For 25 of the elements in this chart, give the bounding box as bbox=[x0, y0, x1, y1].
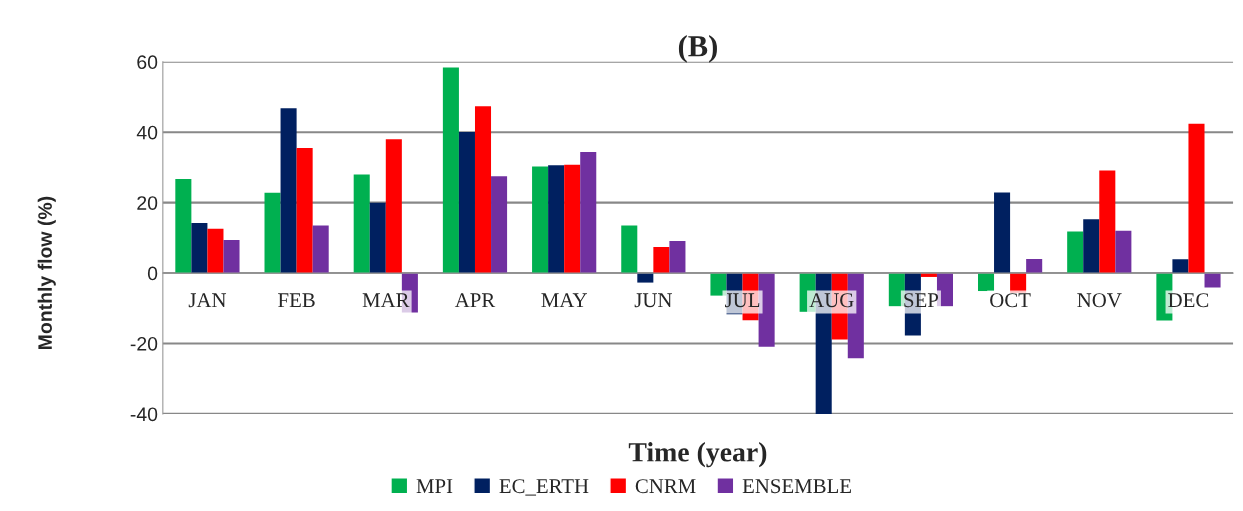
legend-label: ENSEMBLE bbox=[742, 479, 851, 494]
legend-label: MPI bbox=[416, 479, 453, 493]
y-tick-label: 0 bbox=[147, 266, 158, 281]
x-tick-label: DEC bbox=[1168, 293, 1209, 308]
y-tick-label: -40 bbox=[130, 407, 158, 422]
x-tick-label: MAY bbox=[541, 293, 587, 307]
x-tick-label: NOV bbox=[1077, 293, 1122, 308]
x-tick-label: MAR bbox=[362, 293, 410, 307]
y-axis-title: Monthly flow (%) bbox=[37, 196, 56, 349]
y-tick-label: 40 bbox=[136, 125, 158, 140]
x-axis-title: Time (year) bbox=[628, 442, 767, 468]
y-tick-label: 60 bbox=[137, 55, 158, 70]
x-tick-label: SEP bbox=[904, 293, 939, 308]
x-tick-label: FEB bbox=[278, 293, 315, 308]
legend-label: CNRM bbox=[635, 479, 696, 494]
y-tick-label: 20 bbox=[137, 196, 158, 210]
y-tick-label: -20 bbox=[130, 336, 158, 351]
x-tick-label: APR bbox=[454, 293, 496, 307]
x-tick-label: JUL bbox=[725, 293, 760, 308]
x-tick-label: JAN bbox=[188, 293, 227, 308]
x-tick-label: OCT bbox=[990, 293, 1031, 308]
chart-title: (B) bbox=[678, 35, 717, 63]
x-tick-label: AUG bbox=[809, 293, 854, 308]
legend-label: EC_ERTH bbox=[499, 479, 589, 496]
x-tick-label: JUN bbox=[634, 293, 672, 308]
